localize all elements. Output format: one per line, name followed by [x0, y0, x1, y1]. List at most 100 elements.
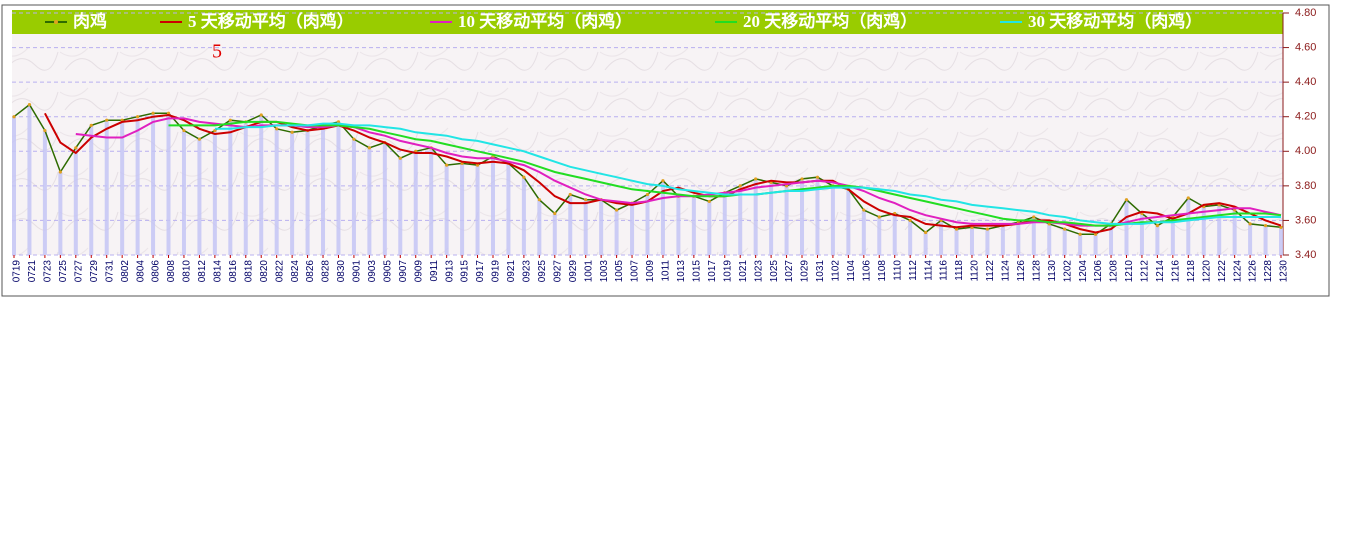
- bar: [645, 194, 650, 255]
- point: [58, 170, 62, 174]
- bar: [846, 189, 851, 255]
- bar: [104, 120, 109, 256]
- bar: [892, 213, 897, 255]
- point: [1279, 225, 1283, 229]
- bar: [490, 156, 495, 255]
- legend-label: 肉鸡: [73, 11, 107, 31]
- series-line: [44, 112, 1282, 234]
- bar: [243, 121, 248, 256]
- x-tick-label: 0822: [274, 260, 285, 283]
- y-tick-label: 4.20: [1295, 111, 1316, 123]
- legend-bar: [12, 10, 1283, 34]
- x-tick-label: 1214: [1155, 260, 1166, 283]
- point: [815, 175, 820, 179]
- x-tick-label: 1212: [1140, 260, 1151, 283]
- bar: [274, 128, 279, 255]
- x-tick-label: 1204: [1078, 260, 1089, 283]
- series-line: [168, 120, 1282, 227]
- point: [877, 215, 881, 219]
- x-tick-label: 0804: [135, 260, 146, 283]
- point: [228, 118, 232, 122]
- x-tick-label: 0818: [243, 260, 254, 283]
- point: [614, 208, 619, 212]
- x-tick-label: 1202: [1062, 260, 1073, 283]
- point: [352, 137, 356, 141]
- point: [738, 184, 742, 188]
- bar: [861, 210, 866, 255]
- bar: [336, 121, 341, 256]
- bar: [753, 178, 758, 255]
- legend-label: 5 天移动平均（肉鸡）: [188, 11, 354, 31]
- x-tick-label: 0929: [568, 260, 579, 283]
- x-tick-label: 1001: [583, 260, 594, 283]
- point: [105, 118, 109, 122]
- x-tick-label: 1021: [738, 260, 749, 283]
- bar: [1263, 225, 1268, 255]
- x-tick-label: 1110: [892, 260, 903, 281]
- x-tick-label: 0719: [12, 260, 23, 283]
- x-tick-label: 0927: [552, 260, 563, 283]
- bar: [228, 120, 233, 256]
- x-tick-label: 0802: [120, 260, 131, 283]
- x-tick-label: 0901: [352, 260, 363, 283]
- y-tick-label: 3.60: [1295, 214, 1316, 226]
- bar: [676, 196, 681, 255]
- x-tick-label: 0727: [73, 260, 84, 283]
- bar: [259, 114, 264, 255]
- point: [367, 146, 371, 150]
- x-tick-label: 1015: [691, 260, 702, 283]
- bar: [506, 163, 511, 255]
- bar: [73, 147, 78, 255]
- bar: [830, 185, 835, 255]
- x-tick-label: 0915: [460, 260, 471, 283]
- x-tick-label: 1118: [954, 260, 965, 281]
- x-tick-label: 0925: [537, 260, 548, 283]
- bar: [1031, 216, 1036, 255]
- point: [398, 156, 402, 160]
- x-tick-label: 0820: [259, 260, 270, 283]
- point: [1155, 224, 1159, 228]
- y-tick-label: 4.40: [1295, 76, 1316, 88]
- point: [862, 208, 866, 212]
- bar: [429, 147, 434, 255]
- series-line: [214, 122, 1281, 225]
- bar: [1186, 197, 1191, 255]
- x-tick-label: 0909: [413, 260, 424, 283]
- x-tick-label: 0812: [197, 260, 208, 283]
- bar: [784, 185, 789, 255]
- bar: [212, 130, 217, 255]
- bar: [1062, 229, 1067, 255]
- x-tick-label: 1128: [1031, 260, 1042, 282]
- point: [954, 227, 959, 231]
- bar: [1078, 234, 1083, 255]
- point: [707, 199, 711, 204]
- bar: [939, 220, 944, 255]
- point: [136, 115, 140, 119]
- bar: [321, 125, 326, 255]
- x-tick-label: 1216: [1170, 260, 1181, 283]
- point: [1093, 232, 1098, 236]
- bar: [722, 192, 727, 255]
- bar: [42, 130, 47, 255]
- x-tick-label: 0923: [522, 260, 533, 283]
- bar: [1155, 225, 1160, 255]
- x-tick-label: 1009: [645, 260, 656, 283]
- x-tick-label: 1106: [861, 260, 872, 282]
- y-tick-label: 3.80: [1295, 180, 1316, 192]
- y-tick-label: 4.00: [1295, 145, 1316, 157]
- y-tick-label: 3.40: [1295, 249, 1316, 261]
- bar: [969, 227, 974, 255]
- point: [645, 192, 650, 197]
- bar: [1217, 204, 1222, 255]
- x-tick-label: 1218: [1186, 260, 1197, 283]
- x-tick-label: 1220: [1201, 260, 1212, 283]
- bar: [800, 178, 805, 255]
- point: [12, 115, 16, 119]
- point: [908, 218, 912, 223]
- x-tick-label: 1019: [722, 260, 733, 283]
- x-tick-label: 1112: [908, 260, 919, 281]
- bar: [351, 139, 356, 255]
- x-tick-label: 0731: [104, 260, 115, 283]
- point: [151, 111, 155, 115]
- x-tick-label: 1224: [1232, 260, 1243, 283]
